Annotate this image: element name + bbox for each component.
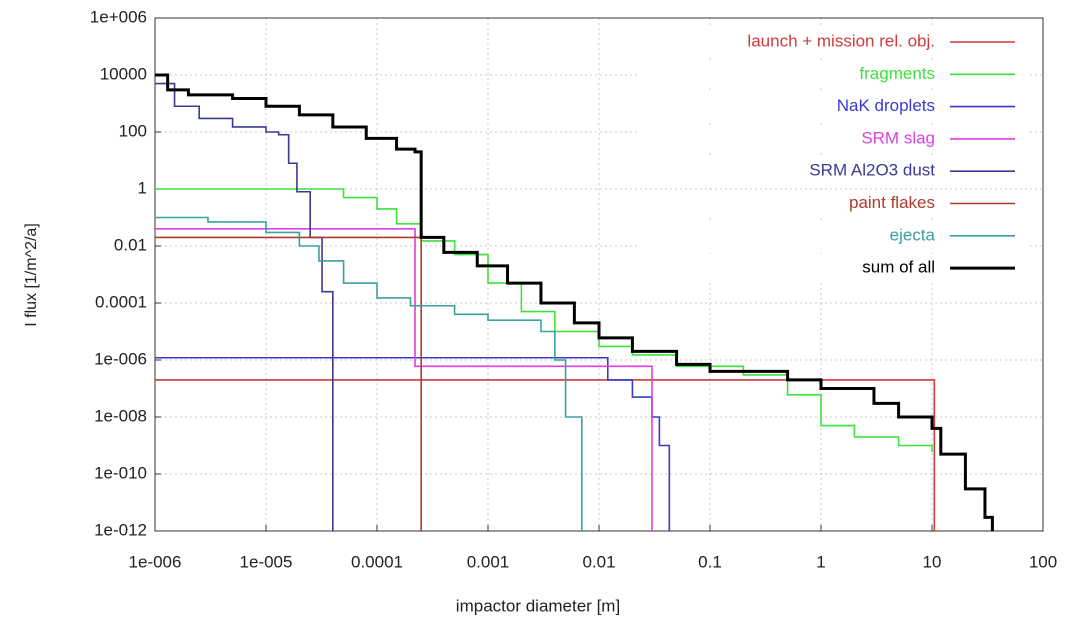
series-line (155, 82, 334, 531)
y-tick-label: 0.0001 (95, 292, 147, 311)
legend-label: SRM slag (861, 128, 935, 147)
x-tick-label: 10 (923, 552, 942, 571)
x-tick-label: 0.1 (698, 552, 722, 571)
y-tick-label: 0.01 (114, 235, 147, 254)
y-tick-label: 1e-010 (94, 463, 147, 482)
x-tick-label: 0.0001 (351, 552, 403, 571)
x-tick-label: 1e-005 (240, 552, 293, 571)
legend-label: NaK droplets (837, 96, 935, 115)
legend-label: SRM Al2O3 dust (809, 161, 935, 180)
series-line (155, 73, 994, 531)
y-tick-label: 100 (119, 121, 147, 140)
x-axis-label: impactor diameter [m] (456, 596, 620, 615)
legend-label: fragments (859, 64, 935, 83)
y-tick-label: 1e-008 (94, 406, 147, 425)
series-line (155, 216, 583, 531)
x-tick-label: 0.001 (467, 552, 510, 571)
y-tick-label: 1 (138, 178, 147, 197)
y-tick-label: 10000 (100, 64, 147, 83)
legend-label: ejecta (890, 225, 936, 244)
y-tick-label: 1e+006 (90, 7, 147, 26)
series-line (155, 228, 653, 531)
x-tick-label: 1 (816, 552, 825, 571)
legend-label: paint flakes (849, 193, 935, 212)
y-tick-label: 1e-006 (94, 349, 147, 368)
x-tick-label: 0.01 (582, 552, 615, 571)
series-line (155, 236, 422, 531)
x-tick-label: 1e-006 (129, 552, 182, 571)
y-axis-label: I flux [1/m^2/a] (23, 223, 40, 327)
series-line (155, 356, 671, 531)
series-line (155, 379, 936, 531)
x-tick-label: 100 (1029, 552, 1057, 571)
legend-label: sum of all (862, 258, 935, 277)
y-tick-label: 1e-012 (94, 520, 147, 539)
legend-label: launch + mission rel. obj. (747, 31, 935, 50)
plot-frame (154, 17, 1044, 532)
